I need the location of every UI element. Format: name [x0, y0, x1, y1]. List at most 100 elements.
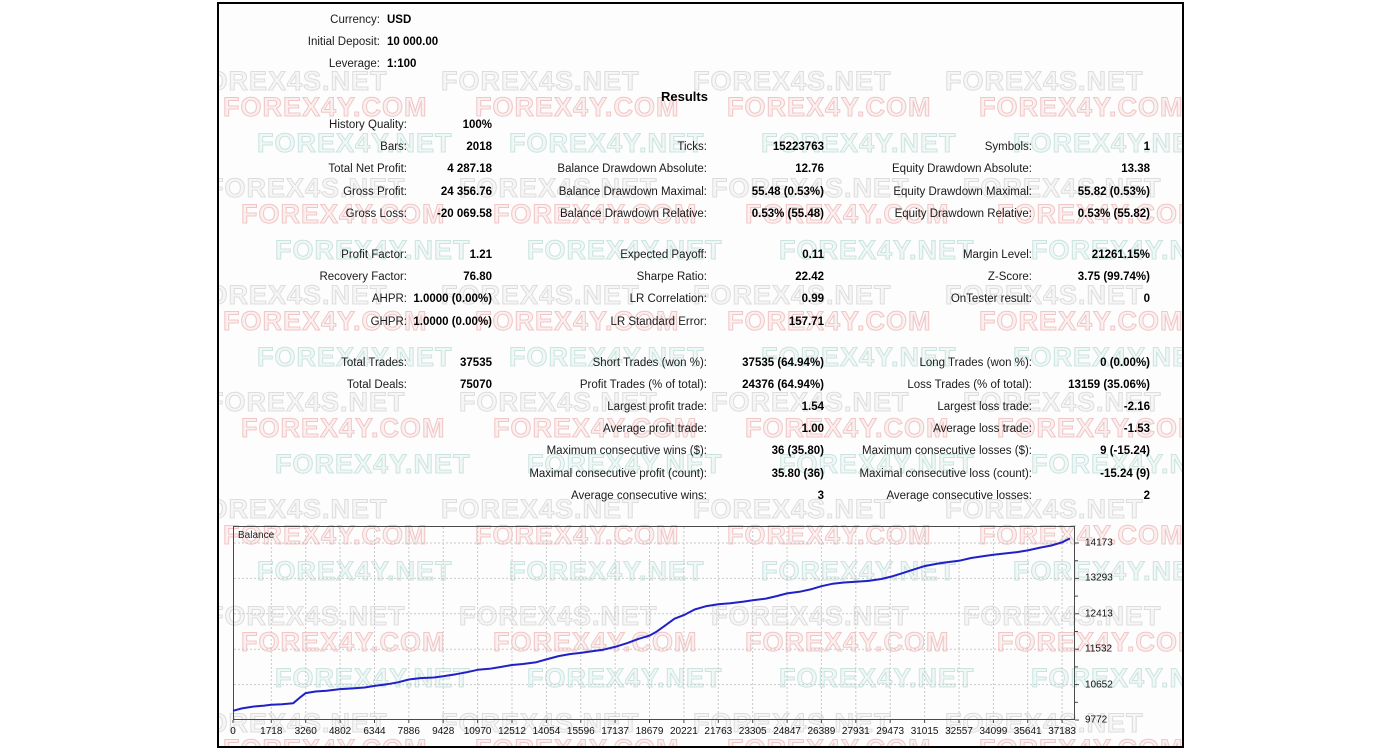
x-axis-label: 10970: [463, 726, 492, 737]
y-axis-label: 14173: [1085, 537, 1113, 549]
stat-value: 24376 (64.94%): [742, 378, 824, 391]
watermark-text: FOREX4Y.COM: [475, 520, 680, 551]
watermark-text: FOREX4S.NET: [441, 280, 640, 311]
x-axis-label: 6344: [363, 726, 386, 737]
watermark-text: FOREX4Y.NET: [275, 235, 471, 266]
stat-row: Total Trades: 37535 Short Trades (won %): 3…: [219, 352, 1150, 374]
watermark-text: FOREX4S.NET: [441, 494, 640, 525]
stat-label: Short Trades (won %):: [592, 356, 707, 369]
stat-value: 3.75 (99.74%): [1077, 271, 1150, 284]
stat-value: [1032, 114, 1150, 136]
watermark-text: FOREX4Y.NET: [257, 556, 453, 587]
x-axis-label: 7886: [397, 726, 420, 737]
watermark-text: FOREX4Y.NET: [1013, 128, 1182, 159]
stat-value: [407, 463, 492, 485]
stat-label: Total Deals:: [346, 378, 407, 391]
stat-label: Balance Drawdown Relative:: [559, 207, 707, 220]
watermark-text: FOREX4Y.COM: [745, 199, 950, 230]
stat-label: Equity Drawdown Relative:: [894, 207, 1032, 220]
stat-value: 12.76: [795, 163, 824, 176]
stat-label: Bars:: [380, 141, 407, 154]
stat-value: 22.42: [795, 271, 824, 284]
stat-label: Largest loss trade:: [937, 401, 1032, 414]
watermark-text: FOREX4Y.NET: [779, 235, 975, 266]
stat-label: Profit Trades (% of total):: [579, 378, 707, 391]
watermark-text: FOREX4Y.COM: [727, 306, 932, 337]
x-axis-label: 31015: [910, 726, 939, 737]
watermark-text: FOREX4Y.NET: [527, 449, 723, 480]
x-axis-label: 0: [230, 726, 236, 737]
chart-legend-balance: Balance: [238, 530, 275, 541]
stat-value: 0: [1143, 293, 1150, 306]
stat-value: 2: [1143, 489, 1150, 502]
account-info: Currency: USD Initial Deposit: 10 000.00…: [219, 9, 1182, 75]
stat-label: Maximum consecutive losses ($):: [862, 445, 1032, 458]
stat-label: Sharpe Ratio:: [636, 271, 707, 284]
stat-value: [707, 114, 824, 136]
watermark-text: FOREX4Y.COM: [727, 520, 932, 551]
leverage-value: 1:100: [387, 58, 417, 70]
results-section: Total Trades: 37535 Short Trades (won %): 3…: [219, 352, 1182, 507]
stat-label: GHPR:: [370, 315, 407, 328]
stat-label: [492, 114, 707, 136]
stat-value: 100%: [462, 119, 492, 131]
stat-row: Maximum consecutive wins ($): 36 (35.80) M…: [219, 440, 1150, 462]
watermark-text: FOREX4Y.NET: [275, 449, 471, 480]
x-axis-label: 20221: [669, 726, 698, 737]
stat-row: Total Net Profit: 4 287.18 Balance Drawdow…: [219, 158, 1150, 180]
watermark-text: FOREX4Y.NET: [509, 342, 705, 373]
watermark-text: FOREX4S.NET: [219, 387, 406, 418]
stat-value: 37535: [460, 356, 492, 369]
account-row-leverage: Leverage: 1:100: [219, 53, 1182, 75]
watermark-text: FOREX4Y.COM: [223, 92, 428, 123]
chart-canvas: [232, 526, 1079, 723]
stat-row: Gross Loss: -20 069.58 Balance Drawdown Re…: [219, 203, 1150, 225]
watermark-text: FOREX4Y.COM: [727, 92, 932, 123]
watermark-text: FOREX4Y.COM: [979, 92, 1182, 123]
watermark-text: FOREX4S.NET: [945, 66, 1144, 97]
stat-row: Gross Profit: 24 356.76 Balance Drawdown M…: [219, 181, 1150, 203]
watermark-text: FOREX4S.NET: [693, 280, 892, 311]
watermark-text: FOREX4S.NET: [945, 494, 1144, 525]
watermark-text: FOREX4Y.NET: [1031, 235, 1182, 266]
stat-value: 55.82 (0.53%): [1077, 185, 1150, 198]
stat-value: -2.16: [1123, 401, 1150, 414]
watermark-text: FOREX4Y.NET: [779, 663, 975, 694]
stat-label: [824, 114, 1032, 136]
watermark-text: FOREX4Y.COM: [475, 92, 680, 123]
stat-label: Gross Profit:: [343, 185, 407, 198]
x-axis-label: 17137: [601, 726, 629, 737]
stat-value: [407, 396, 492, 418]
watermark-text: FOREX4Y.COM: [997, 413, 1182, 444]
watermark-text: FOREX4S.NET: [219, 280, 388, 311]
stat-label: Z-Score:: [987, 271, 1032, 284]
x-axis-label: 1718: [260, 726, 283, 737]
stat-label: OnTester result:: [950, 293, 1032, 306]
y-axis-label: 9772: [1085, 714, 1108, 726]
watermark-text: FOREX4Y.COM: [223, 306, 428, 337]
stat-value: 4 287.18: [447, 163, 492, 176]
stat-label: Average consecutive losses:: [886, 489, 1032, 502]
stat-value: 1.00: [801, 423, 824, 436]
x-axis-label: 37183: [1048, 726, 1076, 737]
y-axis-label: 13293: [1085, 572, 1113, 584]
watermark-text: FOREX4Y.COM: [475, 306, 680, 337]
stat-value: [407, 440, 492, 462]
report-frame: FOREX4S.NET FOREX4S.NET FOREX4S.NET FOREX4S…: [217, 2, 1184, 748]
watermark-text: FOREX4S.NET: [219, 66, 388, 97]
stat-label: LR Standard Error:: [610, 315, 707, 328]
stat-row: Total Deals: 75070 Profit Trades (% of tot…: [219, 374, 1150, 396]
stat-label: Largest profit trade:: [607, 401, 707, 414]
stat-label: Long Trades (won %):: [919, 356, 1032, 369]
watermark-text: FOREX4Y.NET: [761, 128, 957, 159]
watermark-text: FOREX4Y.NET: [257, 128, 453, 159]
stat-value: [407, 418, 492, 440]
stat-value: 15223763: [772, 141, 824, 154]
stat-label: Equity Drawdown Absolute:: [892, 163, 1032, 176]
watermark-text: FOREX4S.NET: [219, 173, 406, 204]
watermark-text: FOREX4S.NET: [711, 601, 910, 632]
stat-row: GHPR: 1.0000 (0.00%) LR Standard Error: 157…: [219, 311, 1150, 333]
stat-row: Recovery Factor: 76.80 Sharpe Ratio: 22.42 Z…: [219, 266, 1150, 288]
watermark-text: FOREX4S.NET: [693, 66, 892, 97]
stat-label: [824, 311, 1032, 333]
